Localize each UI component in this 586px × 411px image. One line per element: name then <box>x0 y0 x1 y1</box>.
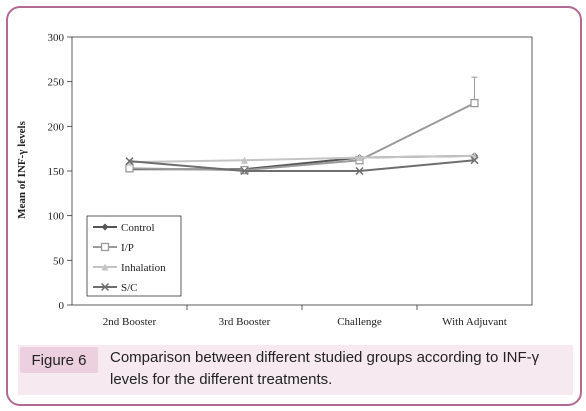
figure-caption: Comparison between different studied gro… <box>110 349 540 388</box>
y-tick-label: 200 <box>48 121 65 133</box>
data-point <box>240 166 249 176</box>
y-tick-label: 150 <box>48 166 65 178</box>
legend-label: Control <box>121 222 155 234</box>
data-point <box>101 223 109 231</box>
x-tick-label: 3rd Booster <box>219 316 271 328</box>
series-layer <box>125 76 479 176</box>
y-tick-label: 250 <box>48 77 65 89</box>
legend-label: Inhalation <box>121 262 166 274</box>
series-line <box>129 102 475 172</box>
line-chart: 0 50 100 150 200 250 300 2nd Booster 3rd Booste… <box>48 32 533 328</box>
data-point <box>100 282 110 292</box>
data-point <box>470 156 479 165</box>
legend-label: S/C <box>121 282 138 294</box>
data-point <box>125 157 134 166</box>
y-tick-label: 0 <box>59 300 65 312</box>
legend-box <box>86 215 182 297</box>
series-line <box>129 159 475 172</box>
data-point <box>355 166 364 176</box>
y-tick-label: 300 <box>48 32 65 44</box>
x-tick-label: 2nd Booster <box>103 316 157 328</box>
y-tick-label: 100 <box>48 211 65 223</box>
series-line <box>129 154 475 164</box>
legend: Control I/P Inhalation S/C <box>86 215 182 297</box>
data-point <box>100 242 110 252</box>
y-axis: 0 50 100 150 200 250 300 <box>48 32 72 312</box>
x-axis: 2nd Booster 3rd Booster Challenge With Adju… <box>103 305 507 328</box>
caption-box <box>18 345 573 395</box>
data-point <box>356 154 363 162</box>
y-tick-label: 50 <box>53 255 65 267</box>
data-point <box>241 156 248 164</box>
x-tick-label: Challenge <box>337 316 382 328</box>
data-point <box>470 98 479 108</box>
y-axis-title: Mean of INF-γ levels <box>16 121 28 219</box>
x-tick-label: With Adjuvant <box>442 316 507 328</box>
series-s-c <box>125 156 479 176</box>
data-point <box>125 164 134 173</box>
figure-label: Figure 6 <box>20 347 98 373</box>
data-point <box>101 263 109 271</box>
legend-label: I/P <box>121 242 134 254</box>
